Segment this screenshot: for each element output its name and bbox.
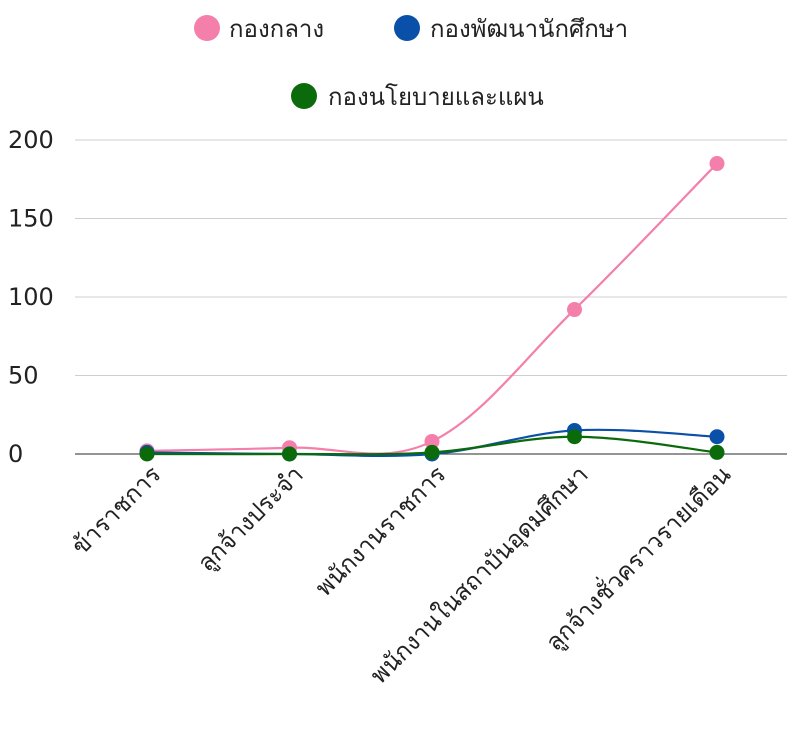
data-point-series-1[interactable] [709, 429, 725, 445]
data-point-series-0[interactable] [709, 156, 725, 172]
series-line-0[interactable] [146, 162, 718, 455]
legend-item-kong-phatthana[interactable]: กองพัฒนานักศึกษา [394, 15, 628, 43]
x-category-label: ข้าราชการ [66, 460, 166, 560]
legend-marker-kong-phatthana [394, 15, 420, 41]
y-tick-label: 200 [8, 126, 54, 154]
legend-item-kong-nayobai[interactable]: กองนโยบายและแผน [291, 83, 544, 111]
series-lines [146, 162, 718, 457]
data-point-series-2[interactable] [282, 446, 297, 462]
data-point-series-2[interactable] [424, 444, 440, 460]
legend-marker-kong-nayobai [291, 83, 317, 109]
legend-marker-kong-klang [194, 15, 220, 41]
y-tick-label: 100 [8, 283, 54, 311]
gridlines [75, 139, 787, 455]
data-point-series-2[interactable] [139, 446, 155, 462]
legend: กองกลาง กองพัฒนานักศึกษา กองนโยบายและแผน [194, 15, 628, 111]
y-tick-label: 150 [8, 205, 54, 233]
data-points [139, 156, 725, 462]
legend-label-kong-klang: กองกลาง [229, 15, 324, 43]
legend-item-kong-klang[interactable]: กองกลาง [194, 15, 324, 43]
y-tick-label: 50 [8, 362, 39, 390]
y-axis-ticks: 0 50 100 150 200 [8, 126, 54, 468]
x-category-label: พนักงานราชการ [310, 460, 451, 601]
legend-label-kong-phatthana: กองพัฒนานักศึกษา [430, 15, 628, 43]
data-point-series-2[interactable] [567, 429, 582, 445]
data-point-series-0[interactable] [567, 302, 582, 318]
x-axis-categories: ข้าราชการ ลูกจ้างประจำ พนักงานราชการพนักงา… [66, 458, 737, 690]
data-point-series-2[interactable] [709, 444, 725, 460]
data-point-series-0[interactable] [424, 433, 440, 449]
y-tick-label: 0 [8, 440, 23, 468]
legend-label-kong-nayobai: กองนโยบายและแผน [328, 83, 544, 111]
x-category-label: ลูกจ้างประจำ [192, 460, 309, 577]
